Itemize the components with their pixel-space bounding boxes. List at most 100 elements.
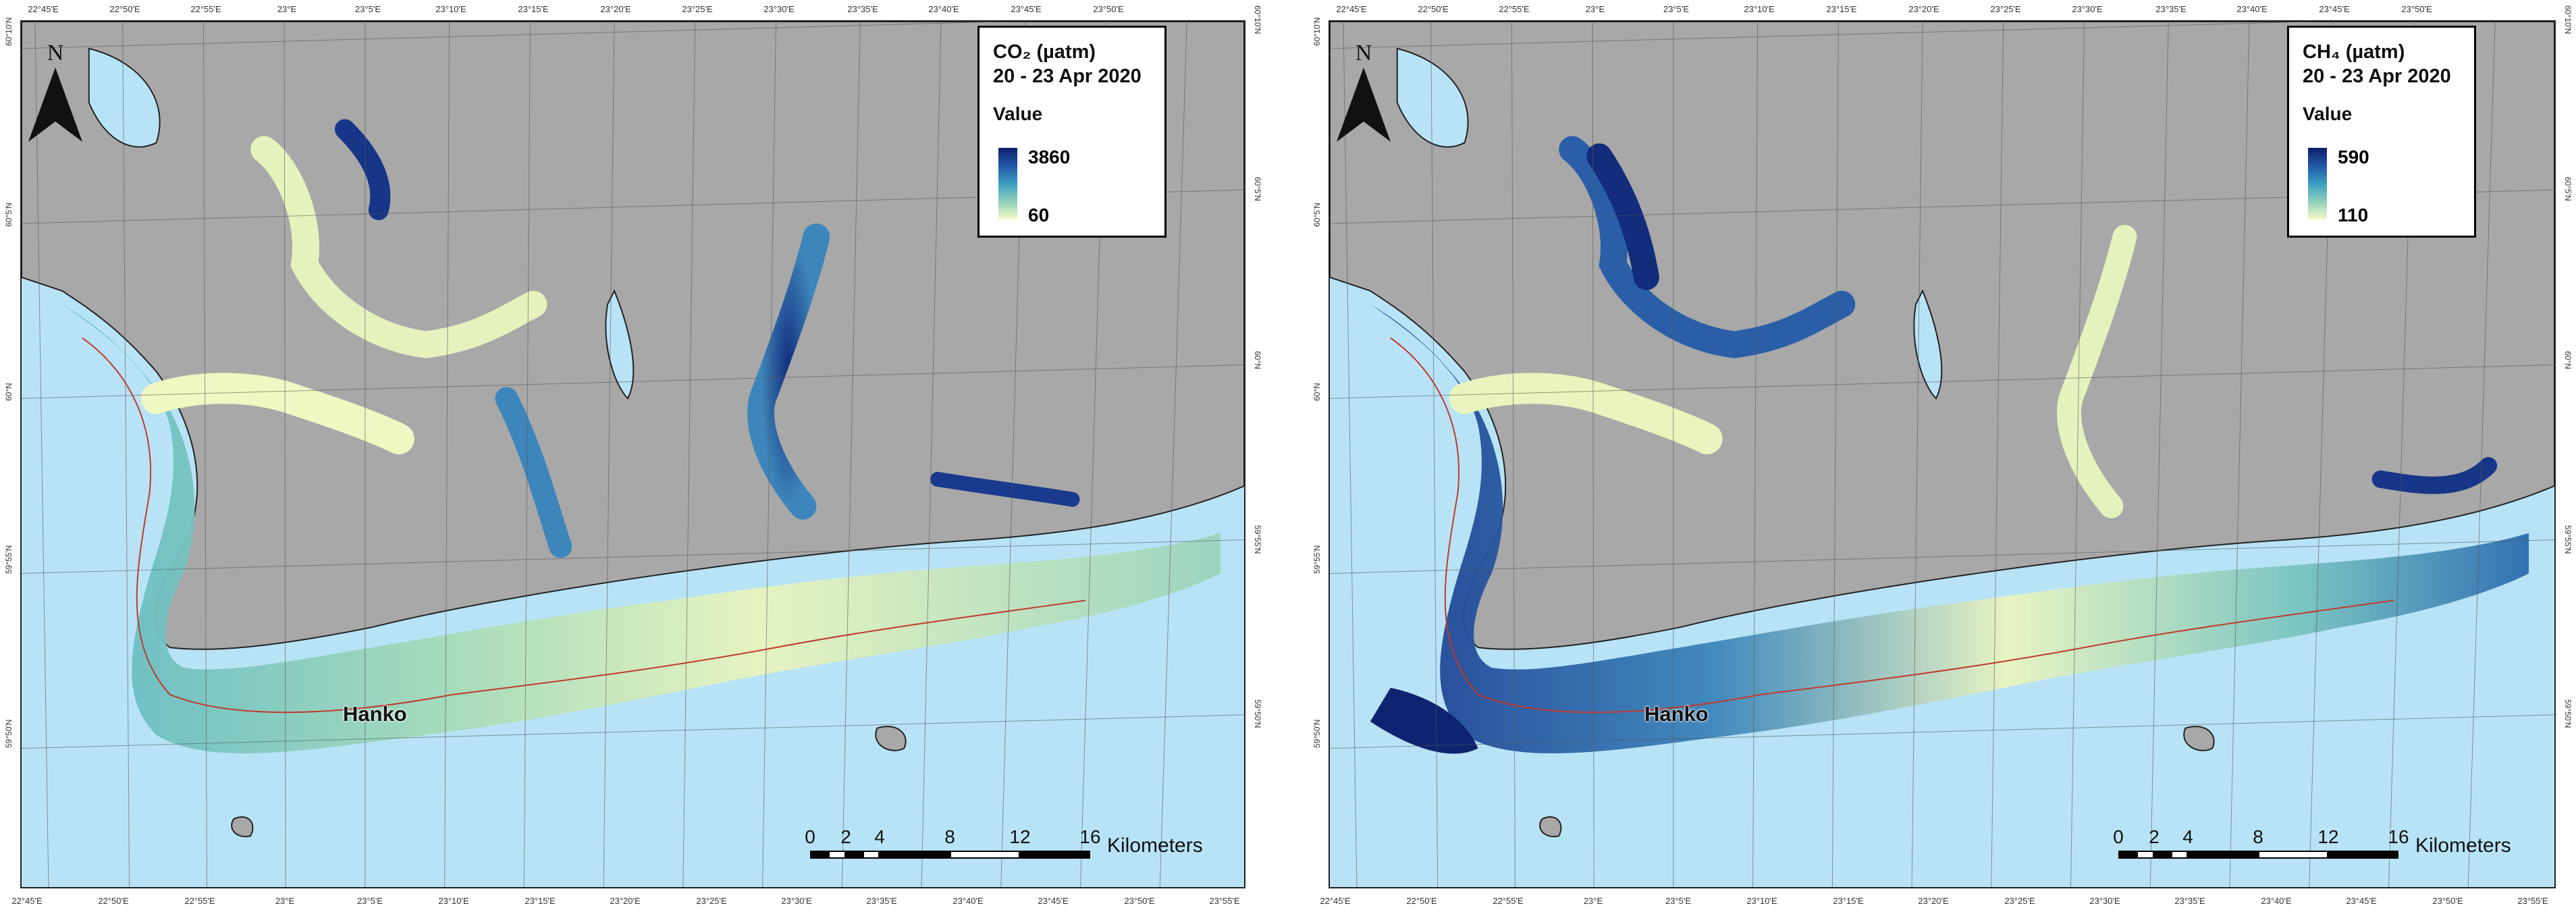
lake-north-west bbox=[1396, 47, 1469, 148]
right-tick: 60°N bbox=[1253, 351, 1262, 369]
scale-segment bbox=[2171, 851, 2188, 859]
top-tick: 23°E bbox=[1585, 4, 1605, 14]
left-tick: 60°5'N bbox=[4, 203, 14, 227]
legend-color-ramp bbox=[2308, 148, 2327, 219]
top-tick: 23°35'E bbox=[2155, 4, 2186, 14]
scale-segment bbox=[2137, 851, 2154, 859]
right-tick: 59°50'N bbox=[2563, 699, 2573, 728]
bottom-tick: 23°30'E bbox=[2089, 896, 2120, 906]
left-tick: 60°N bbox=[1312, 383, 1322, 401]
top-tick: 22°45'E bbox=[1336, 4, 1367, 14]
scale-bar: 0 2 4 8 12 16 Kilometers bbox=[800, 826, 1205, 867]
top-tick: 23°E bbox=[277, 4, 297, 14]
right-tick: 60°10'N bbox=[1253, 5, 1262, 34]
place-label-hanko: Hanko bbox=[343, 702, 407, 726]
scale-tick: 16 bbox=[2388, 826, 2409, 847]
top-tick: 23°15'E bbox=[1826, 4, 1857, 14]
co2-map-panel: 22°45'E 22°50'E 22°55'E 23°E 23°5'E 23°1… bbox=[0, 0, 1266, 910]
legend-min: 110 bbox=[2338, 205, 2369, 225]
top-tick: 22°50'E bbox=[109, 4, 140, 14]
mainland-shape bbox=[1330, 22, 2554, 650]
right-tick: 60°10'N bbox=[2563, 5, 2573, 34]
north-arrow-icon bbox=[28, 68, 82, 142]
legend-min: 60 bbox=[1028, 205, 1050, 225]
bottom-tick: 22°45'E bbox=[1320, 896, 1351, 906]
ch4-inlet-east bbox=[2371, 456, 2498, 494]
lake-central bbox=[1913, 289, 1943, 400]
right-tick: 59°55'N bbox=[2563, 525, 2573, 554]
top-tick: 23°10'E bbox=[435, 4, 466, 14]
top-tick: 23°45'E bbox=[1011, 4, 1042, 14]
bottom-tick: 23°E bbox=[1583, 896, 1603, 906]
scale-segment bbox=[828, 851, 846, 859]
legend-color-ramp bbox=[998, 148, 1017, 219]
scale-tick: 4 bbox=[2182, 826, 2193, 847]
lake-north-west bbox=[88, 47, 161, 148]
north-arrow-icon bbox=[1337, 68, 1391, 142]
top-tick: 23°25'E bbox=[1990, 4, 2021, 14]
bottom-tick: 23°35'E bbox=[866, 896, 897, 906]
survey-track bbox=[82, 337, 1086, 714]
bottom-tick: 23°40'E bbox=[952, 896, 984, 906]
scale-tick: 0 bbox=[805, 826, 815, 847]
scale-tick: 2 bbox=[840, 826, 851, 847]
co2-coastal-band bbox=[61, 304, 1221, 753]
left-tick: 59°50'N bbox=[4, 719, 14, 748]
bottom-tick: 23°15'E bbox=[525, 896, 556, 906]
bottom-tick: 23°E bbox=[275, 896, 295, 906]
top-tick: 23°20'E bbox=[1908, 4, 1939, 14]
co2-legend: CO₂ (µatm) 20 - 23 Apr 2020 Value 3860 6… bbox=[977, 26, 1166, 238]
legend-date: 20 - 23 Apr 2020 bbox=[993, 65, 1142, 87]
bottom-tick: 23°5'E bbox=[1665, 896, 1692, 906]
ch4-map-canvas bbox=[1330, 22, 2554, 887]
ch4-legend: CH₄ (µatm) 20 - 23 Apr 2020 Value 590 11… bbox=[2287, 26, 2476, 238]
scale-tick: 4 bbox=[874, 826, 885, 847]
graticule bbox=[22, 22, 1244, 887]
bottom-tick: 23°25'E bbox=[2004, 896, 2035, 906]
top-tick: 23°20'E bbox=[600, 4, 631, 14]
co2-inlet-high-2 bbox=[334, 119, 391, 221]
bottom-tick: 22°55'E bbox=[1493, 896, 1524, 906]
bottom-tick: 23°25'E bbox=[696, 896, 727, 906]
scale-tick: 8 bbox=[944, 826, 955, 847]
north-arrow: N bbox=[28, 41, 82, 142]
scale-tick: 2 bbox=[2149, 826, 2159, 847]
bottom-tick: 23°20'E bbox=[1918, 896, 1949, 906]
graticule bbox=[1330, 22, 2554, 887]
legend-value-label: Value bbox=[2303, 103, 2353, 124]
bottom-tick: 23°10'E bbox=[1746, 896, 1777, 906]
co2-map-canvas bbox=[22, 22, 1244, 887]
bottom-tick: 23°50'E bbox=[2432, 896, 2463, 906]
bottom-tick: 23°15'E bbox=[1833, 896, 1864, 906]
bottom-tick: 23°5'E bbox=[356, 896, 383, 906]
top-tick: 23°40'E bbox=[2236, 4, 2268, 14]
ch4-inlet-1 bbox=[2057, 225, 2137, 518]
north-label: N bbox=[1355, 41, 1372, 65]
legend-title: CO₂ (µatm) bbox=[993, 41, 1096, 63]
left-tick: 60°10'N bbox=[1312, 17, 1322, 46]
scale-segment bbox=[2258, 851, 2328, 859]
bottom-tick: 22°55'E bbox=[184, 896, 215, 906]
co2-inlet-high-3 bbox=[930, 471, 1080, 507]
right-tick: 60°5'N bbox=[2563, 177, 2573, 201]
legend-value-label: Value bbox=[993, 103, 1043, 124]
scale-tick: 12 bbox=[1009, 826, 1031, 847]
scale-segment bbox=[1020, 851, 1090, 859]
co2-fjord-north bbox=[250, 136, 547, 358]
left-tick: 59°55'N bbox=[4, 545, 14, 574]
ch4-hotspot-southwest bbox=[1370, 687, 1478, 754]
top-tick: 23°35'E bbox=[847, 4, 878, 14]
scale-segment bbox=[810, 851, 828, 859]
top-tick: 22°55'E bbox=[190, 4, 221, 14]
co2-inlet-mid bbox=[495, 387, 572, 558]
legend-max: 3860 bbox=[1028, 146, 1071, 167]
right-tick: 60°N bbox=[2563, 351, 2573, 369]
scale-tick: 12 bbox=[2317, 826, 2339, 847]
top-tick: 23°15'E bbox=[518, 4, 549, 14]
bottom-tick: 23°40'E bbox=[2261, 896, 2292, 906]
scale-segment bbox=[2188, 851, 2258, 859]
co2-inlet-high-1 bbox=[747, 223, 830, 520]
right-tick: 59°50'N bbox=[1253, 699, 1262, 728]
north-label: N bbox=[47, 41, 64, 65]
top-tick: 23°30'E bbox=[763, 4, 795, 14]
